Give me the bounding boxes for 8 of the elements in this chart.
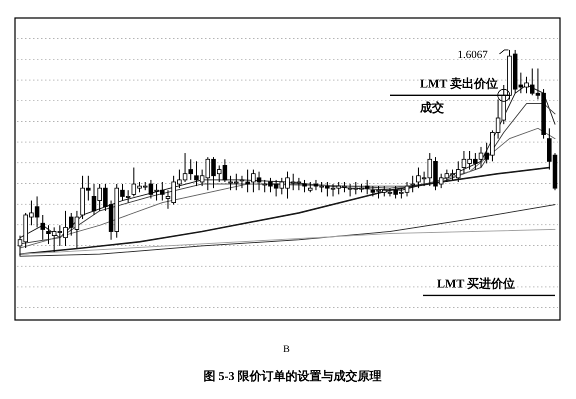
ref-line-label: LMT 卖出价位 (420, 76, 498, 90)
annotation: 1.6067 (457, 48, 488, 61)
candlestick (40, 214, 46, 240)
annotation: 成交 (419, 100, 444, 114)
ref-line-label: LMT 买进价位 (437, 276, 516, 290)
candlestick (308, 181, 313, 193)
text: B (283, 344, 290, 355)
text: 图 5-3 限价订单的设置与成交原理 (204, 369, 382, 383)
